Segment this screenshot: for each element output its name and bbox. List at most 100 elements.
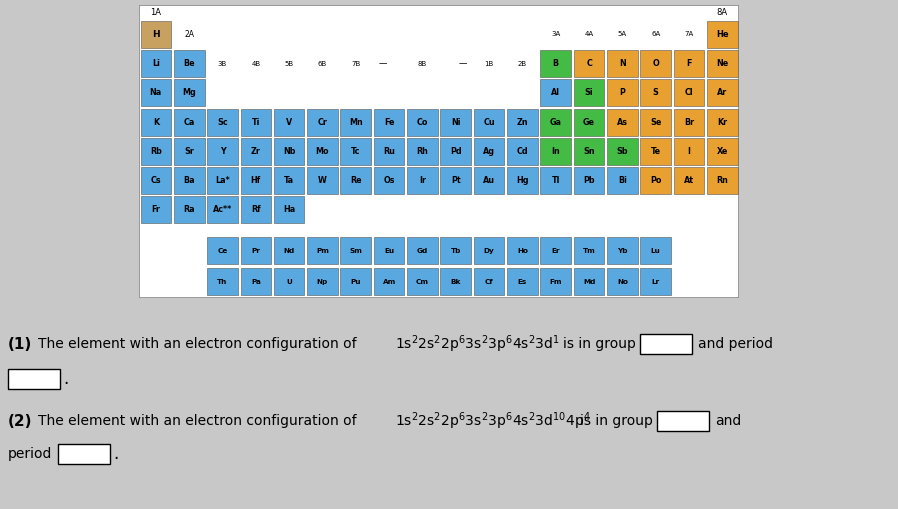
- Text: 8A: 8A: [717, 8, 728, 17]
- FancyBboxPatch shape: [174, 196, 205, 223]
- Text: 8B: 8B: [418, 61, 427, 67]
- Text: Mg: Mg: [182, 89, 196, 97]
- FancyBboxPatch shape: [241, 109, 271, 135]
- Text: Hg: Hg: [516, 176, 529, 185]
- Text: C: C: [586, 59, 592, 68]
- Text: Tm: Tm: [583, 248, 595, 254]
- Text: Bk: Bk: [451, 278, 461, 285]
- FancyBboxPatch shape: [440, 238, 471, 264]
- Text: 5B: 5B: [285, 61, 294, 67]
- Text: Y: Y: [220, 147, 225, 156]
- Text: Tc: Tc: [351, 147, 360, 156]
- FancyBboxPatch shape: [140, 167, 172, 194]
- Text: K: K: [153, 118, 159, 127]
- FancyBboxPatch shape: [607, 79, 638, 106]
- Text: At: At: [684, 176, 694, 185]
- Text: Pa: Pa: [251, 278, 260, 285]
- Text: Sn: Sn: [584, 147, 594, 156]
- Text: and: and: [715, 414, 741, 428]
- FancyBboxPatch shape: [374, 268, 404, 295]
- Text: Pr: Pr: [251, 248, 260, 254]
- FancyBboxPatch shape: [274, 167, 304, 194]
- Text: Yb: Yb: [617, 248, 628, 254]
- FancyBboxPatch shape: [707, 109, 738, 135]
- FancyBboxPatch shape: [407, 167, 438, 194]
- FancyBboxPatch shape: [707, 50, 738, 77]
- Text: Zr: Zr: [251, 147, 260, 156]
- Text: Ra: Ra: [183, 206, 195, 214]
- FancyBboxPatch shape: [574, 109, 604, 135]
- FancyBboxPatch shape: [340, 167, 371, 194]
- Text: Se: Se: [650, 118, 662, 127]
- FancyBboxPatch shape: [674, 109, 704, 135]
- Text: 1B: 1B: [485, 61, 494, 67]
- FancyBboxPatch shape: [707, 79, 738, 106]
- FancyBboxPatch shape: [640, 167, 671, 194]
- FancyBboxPatch shape: [541, 50, 571, 77]
- FancyBboxPatch shape: [307, 167, 338, 194]
- FancyBboxPatch shape: [640, 268, 671, 295]
- FancyBboxPatch shape: [140, 79, 172, 106]
- Text: Sc: Sc: [217, 118, 228, 127]
- FancyBboxPatch shape: [241, 196, 271, 223]
- FancyBboxPatch shape: [307, 109, 338, 135]
- FancyBboxPatch shape: [241, 268, 271, 295]
- FancyBboxPatch shape: [174, 109, 205, 135]
- Text: Rh: Rh: [417, 147, 428, 156]
- Text: Th: Th: [217, 278, 228, 285]
- FancyBboxPatch shape: [274, 109, 304, 135]
- FancyBboxPatch shape: [207, 109, 238, 135]
- Text: Md: Md: [583, 278, 595, 285]
- FancyBboxPatch shape: [340, 138, 371, 165]
- Text: 3A: 3A: [551, 32, 560, 37]
- FancyBboxPatch shape: [541, 167, 571, 194]
- FancyBboxPatch shape: [640, 50, 671, 77]
- Text: 3B: 3B: [218, 61, 227, 67]
- FancyBboxPatch shape: [674, 79, 704, 106]
- Bar: [640, 334, 692, 354]
- Text: Lu: Lu: [651, 248, 661, 254]
- Text: Sr: Sr: [184, 147, 194, 156]
- Text: Er: Er: [551, 248, 560, 254]
- FancyBboxPatch shape: [574, 268, 604, 295]
- Text: is in group: is in group: [563, 337, 636, 351]
- FancyBboxPatch shape: [674, 50, 704, 77]
- Text: Gd: Gd: [417, 248, 428, 254]
- Text: Au: Au: [483, 176, 495, 185]
- Text: N: N: [619, 59, 626, 68]
- FancyBboxPatch shape: [207, 138, 238, 165]
- Text: Tl: Tl: [551, 176, 560, 185]
- FancyBboxPatch shape: [274, 238, 304, 264]
- Text: Ta: Ta: [284, 176, 295, 185]
- Text: Ge: Ge: [583, 118, 595, 127]
- Text: Ti: Ti: [251, 118, 260, 127]
- FancyBboxPatch shape: [340, 238, 371, 264]
- Text: Pt: Pt: [451, 176, 461, 185]
- FancyBboxPatch shape: [440, 268, 471, 295]
- Text: S: S: [653, 89, 658, 97]
- FancyBboxPatch shape: [474, 138, 505, 165]
- Text: Dy: Dy: [484, 248, 495, 254]
- Text: Sb: Sb: [617, 147, 629, 156]
- Text: Cu: Cu: [483, 118, 495, 127]
- Text: 7B: 7B: [351, 61, 360, 67]
- FancyBboxPatch shape: [174, 138, 205, 165]
- FancyBboxPatch shape: [507, 109, 538, 135]
- FancyBboxPatch shape: [174, 50, 205, 77]
- Text: F: F: [686, 59, 691, 68]
- FancyBboxPatch shape: [340, 109, 371, 135]
- FancyBboxPatch shape: [307, 268, 338, 295]
- FancyBboxPatch shape: [707, 138, 738, 165]
- Text: Al: Al: [551, 89, 560, 97]
- FancyBboxPatch shape: [207, 167, 238, 194]
- FancyBboxPatch shape: [274, 138, 304, 165]
- FancyBboxPatch shape: [440, 167, 471, 194]
- FancyBboxPatch shape: [207, 238, 238, 264]
- Text: 2A: 2A: [184, 30, 194, 39]
- FancyBboxPatch shape: [307, 238, 338, 264]
- FancyBboxPatch shape: [574, 138, 604, 165]
- Text: Mn: Mn: [349, 118, 363, 127]
- Text: Bi: Bi: [618, 176, 627, 185]
- FancyBboxPatch shape: [674, 167, 704, 194]
- Text: Ru: Ru: [383, 147, 395, 156]
